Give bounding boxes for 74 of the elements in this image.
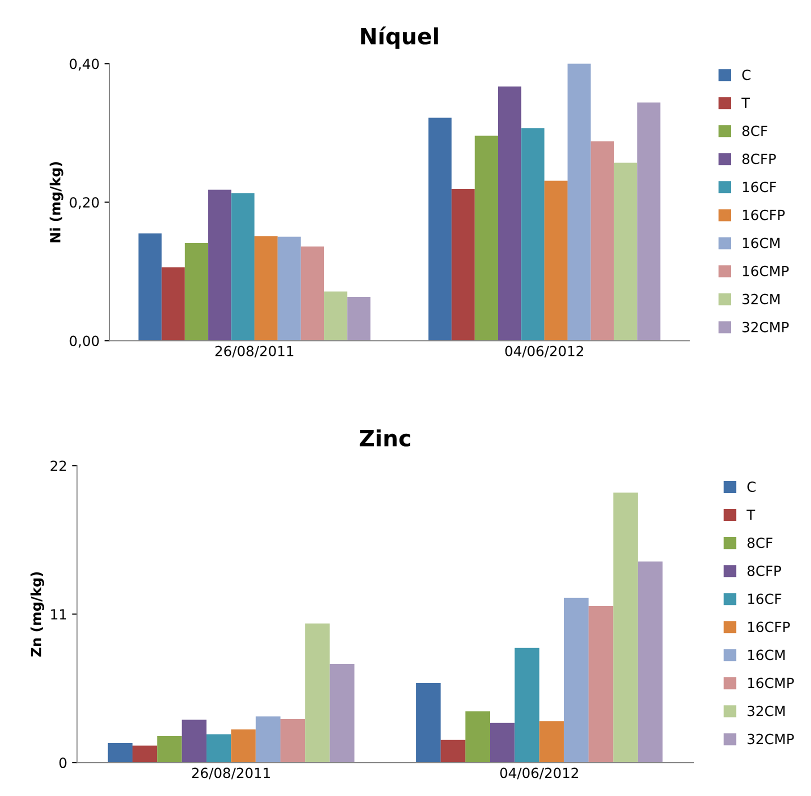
bar [539,721,564,763]
chart-title: Zinc [360,429,410,447]
legend-label: T [746,510,756,520]
bar [280,718,306,763]
x-tick-label: 04/06/2012 [500,768,578,780]
bar [428,118,452,341]
legend-label: C [742,70,750,80]
legend-label: 32CMP [742,322,789,332]
bar [590,141,614,341]
legend-label: 16CFP [742,210,785,220]
bar [231,193,254,341]
bar [256,716,280,763]
legend-label: 16CM [742,238,780,248]
y-tick-label: 0,20 [70,197,99,210]
bar [544,180,568,341]
bar [564,598,589,763]
x-tick-label: 04/06/2012 [505,346,584,358]
bar [498,86,522,341]
bar [514,648,540,763]
y-tick-label: 0,00 [70,336,99,348]
bar [138,233,162,341]
bar [254,236,278,341]
x-tick-label: 26/08/2011 [192,768,270,780]
legend-label: 16CMP [742,266,789,276]
bar [614,162,638,341]
chart-title: Níquel [361,26,438,49]
legend-label: 16CF [742,182,776,192]
legend-label: 8CF [742,126,768,136]
y-axis-title: Ni (mg/kg) [50,162,64,242]
legend-label: 16CF [748,594,782,604]
legend-label: C [747,482,756,492]
bar [206,734,232,763]
bar [305,624,330,763]
bar [324,292,348,341]
bar [638,561,663,763]
bar [440,740,466,763]
y-tick-label: 0 [59,758,66,768]
bar [132,746,158,763]
bar [521,128,544,341]
bar [182,720,206,763]
legend-label: 8CFP [748,566,782,576]
legend-label: 8CF [748,538,772,548]
y-tick-label: 22 [50,460,66,471]
legend-label: T [741,98,750,108]
y-tick-label: 11 [51,609,66,620]
bar [588,606,614,763]
bar [330,664,354,763]
legend-label: 8CFP [742,154,776,164]
legend-label: 32CM [748,706,785,716]
bar [162,267,185,341]
bar [157,736,182,763]
bar [347,297,370,341]
legend-label: 32CM [742,294,780,304]
bar [465,711,490,763]
bar [231,729,256,763]
bar [613,492,638,763]
bar [184,243,208,341]
legend-label: 16CFP [748,622,790,632]
bar [474,136,498,341]
bar [300,246,324,341]
x-tick-label: 26/08/2011 [215,346,294,358]
legend-label: 16CMP [748,678,794,688]
y-tick-label: 0,40 [70,58,99,71]
bar [490,722,515,763]
bar [452,189,475,341]
legend-label: 32CMP [748,734,794,744]
bar [208,190,232,341]
bar [568,64,591,341]
legend-label: 16CM [748,650,785,660]
bar [416,682,441,763]
bar [278,236,301,341]
y-axis-title: Zn (mg/kg) [30,572,44,657]
bar [108,743,133,763]
bar [637,102,660,341]
